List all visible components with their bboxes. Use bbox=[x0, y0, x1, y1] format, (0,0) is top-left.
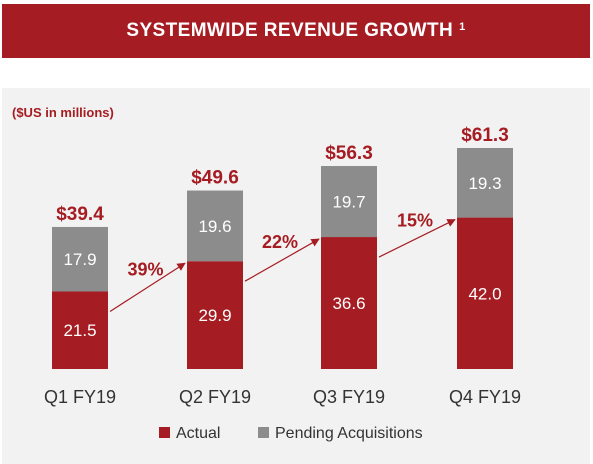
growth-label: 22% bbox=[262, 232, 298, 252]
total-label: $49.6 bbox=[191, 168, 239, 189]
total-label: $39.4 bbox=[56, 204, 104, 225]
value-label-actual: 21.5 bbox=[63, 321, 96, 340]
bar-actual bbox=[457, 217, 513, 369]
growth-label: 15% bbox=[397, 210, 433, 230]
growth-arrow bbox=[378, 219, 456, 258]
bar-pending bbox=[457, 148, 513, 218]
x-tick-label: Q1 FY19 bbox=[44, 387, 116, 407]
bar-actual bbox=[187, 261, 243, 369]
bar-pending bbox=[321, 166, 377, 238]
bar-actual bbox=[52, 291, 108, 369]
x-tick-label: Q2 FY19 bbox=[179, 387, 251, 407]
legend-label: Pending Acquisitions bbox=[275, 425, 423, 442]
bar-pending bbox=[187, 190, 243, 262]
chart-panel: ($US in millions) 21.5 17.9 $39.4 Q1 FY19 29.… bbox=[2, 88, 590, 464]
value-label-pending: 19.6 bbox=[198, 217, 231, 236]
legend-label: Actual bbox=[176, 425, 220, 442]
unit-label: ($US in millions) bbox=[12, 105, 114, 120]
title-banner: SYSTEMWIDE REVENUE GROWTH 1 bbox=[2, 4, 590, 58]
stacked-bar-chart: ($US in millions) 21.5 17.9 $39.4 Q1 FY19 29.… bbox=[12, 105, 521, 442]
x-tick-label: Q4 FY19 bbox=[449, 387, 521, 407]
bar-pending bbox=[52, 226, 108, 292]
legend-swatch bbox=[258, 427, 269, 438]
x-tick-label: Q3 FY19 bbox=[313, 387, 385, 407]
bar-actual bbox=[321, 237, 377, 369]
value-label-pending: 17.9 bbox=[63, 250, 96, 269]
chart-title: SYSTEMWIDE REVENUE GROWTH bbox=[126, 20, 454, 41]
value-label-actual: 42.0 bbox=[468, 284, 501, 303]
value-label-actual: 36.6 bbox=[332, 294, 365, 313]
growth-arrow bbox=[244, 238, 320, 282]
total-label: $61.3 bbox=[461, 125, 509, 146]
legend-swatch bbox=[159, 427, 170, 438]
title-footnote: 1 bbox=[459, 21, 466, 33]
value-label-pending: 19.3 bbox=[468, 174, 501, 193]
value-label-pending: 19.7 bbox=[332, 193, 365, 212]
growth-arrow bbox=[109, 262, 186, 312]
value-label-actual: 29.9 bbox=[198, 306, 231, 325]
total-label: $56.3 bbox=[325, 143, 373, 164]
growth-label: 39% bbox=[127, 259, 163, 279]
